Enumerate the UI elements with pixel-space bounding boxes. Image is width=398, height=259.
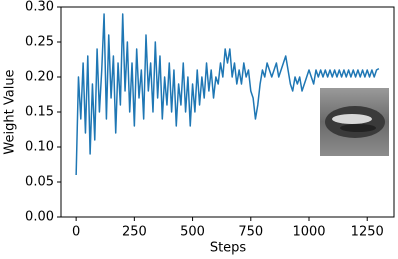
- line: [75, 13, 380, 176]
- x-tick-label: 0: [72, 225, 80, 240]
- inset-teeth: [332, 114, 372, 124]
- x-tick-label: 1250: [351, 225, 384, 240]
- plot-area: 0.00 0.05 0.10 0.15 0.20 0.25 0.30 0 250 500 750 10…: [25, 0, 384, 240]
- x-tick-label: 500: [180, 225, 205, 240]
- y-tick-label: 0.25: [25, 35, 54, 50]
- x-axis-label: Steps: [210, 241, 247, 256]
- inset-image: [320, 88, 389, 156]
- y-tick-label: 0.30: [25, 0, 54, 15]
- y-tick-label: 0.10: [25, 140, 54, 155]
- y-tick-label: 0.15: [25, 105, 54, 120]
- y-tick-label: 0.20: [25, 70, 54, 85]
- axes-frame: [60, 6, 395, 218]
- y-tick-label: 0.05: [25, 175, 54, 190]
- x-tick-label: 1000: [292, 225, 325, 240]
- x-tick-label: 250: [122, 225, 147, 240]
- y-axis-label: Weight Value: [3, 69, 18, 154]
- x-tick-label: 750: [238, 225, 263, 240]
- inset-mouth: [340, 124, 376, 132]
- y-tick-label: 0.00: [25, 210, 54, 225]
